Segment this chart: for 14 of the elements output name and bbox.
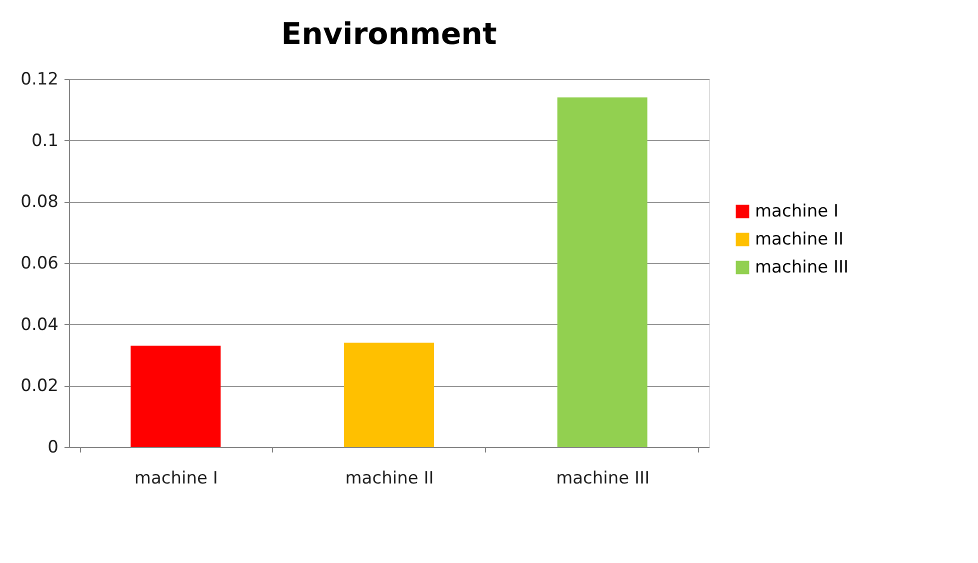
x-tick-label: machine III [556, 468, 650, 488]
legend-label: machine III [755, 258, 848, 278]
legend-label: machine I [755, 202, 838, 222]
y-tick-label: 0.1 [31, 130, 58, 151]
chart-title: Environment [281, 17, 497, 52]
x-tick-label: machine I [134, 468, 218, 488]
y-tick-label: 0.02 [20, 376, 58, 396]
y-tick-label: 0.04 [20, 314, 58, 335]
legend-label: machine II [755, 230, 844, 250]
y-tick-label: 0.12 [20, 70, 58, 90]
y-tick-label: 0.06 [20, 254, 58, 274]
y-tick-label: 0.08 [20, 192, 58, 212]
x-tick-label: machine II [345, 468, 434, 488]
y-tick-label: 0 [48, 438, 58, 458]
